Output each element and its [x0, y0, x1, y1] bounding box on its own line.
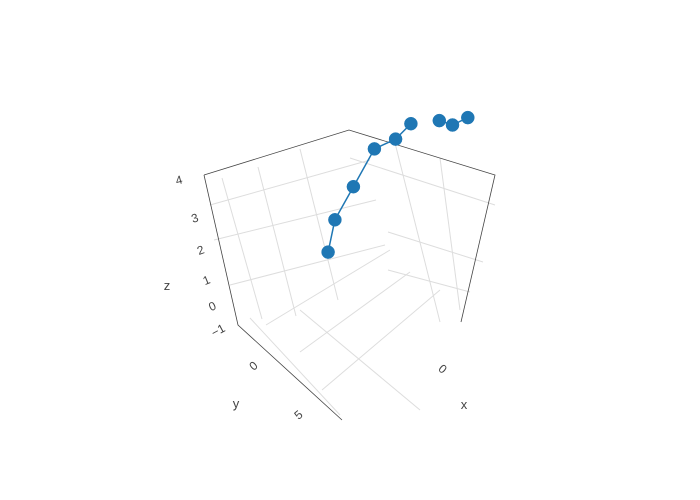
left-wall-grid-line-1	[257, 166, 297, 317]
left-wall-grid-line-3	[213, 199, 377, 241]
series-1-point-2[interactable]	[432, 113, 447, 128]
z-tick-label: 0	[206, 298, 218, 314]
series-1-point-1[interactable]	[445, 118, 460, 132]
series-0-point-4[interactable]	[388, 132, 403, 146]
axis-titles: x y z	[164, 278, 468, 412]
z-tick-label: 3	[189, 210, 200, 225]
right-wall-grid-line-4	[387, 269, 471, 293]
series-0-point-2[interactable]	[346, 179, 361, 194]
grid-layer	[209, 142, 496, 416]
series-0-point-5[interactable]	[404, 116, 418, 131]
right-wall-grid-line-3	[387, 231, 484, 263]
axis-frame	[203, 129, 496, 421]
z-axis-title: z	[164, 278, 171, 293]
x-axis-title: x	[461, 397, 468, 412]
y-tick-label: 0	[246, 358, 260, 373]
z-tick-label: 2	[195, 242, 206, 258]
floor-grid-line-4	[299, 309, 421, 411]
floor-grid-line-3	[249, 317, 341, 416]
back-top-edge	[203, 129, 496, 323]
series-1-point-0[interactable]	[461, 110, 475, 125]
floor-grid-line-1	[299, 271, 411, 353]
z-tick-label: −1	[209, 321, 228, 340]
series-layer	[321, 110, 475, 259]
left-wall-grid-line-5	[229, 244, 386, 286]
left-wall-grid-line-2	[299, 148, 339, 301]
right-wall-grid-line-0	[394, 142, 441, 323]
x-tick-label: 0	[436, 361, 450, 376]
z-tick-label: 1	[201, 272, 213, 288]
z-axis-edge	[203, 174, 343, 421]
y-axis-title: y	[233, 396, 240, 411]
series-0-point-3[interactable]	[367, 142, 382, 156]
floor-grid-line-0	[265, 249, 391, 326]
left-wall-grid-line-0	[221, 177, 263, 320]
series-0-point-0[interactable]	[321, 245, 335, 259]
right-wall-grid-line-2	[349, 157, 496, 206]
z-tick-label: 4	[174, 172, 184, 187]
y-tick-label: 5	[291, 407, 305, 422]
floor-grid-line-2	[321, 289, 441, 391]
left-wall-grid-line-4	[209, 159, 371, 206]
series-0-point-1[interactable]	[328, 213, 342, 227]
right-wall-grid-line-1	[439, 157, 461, 311]
